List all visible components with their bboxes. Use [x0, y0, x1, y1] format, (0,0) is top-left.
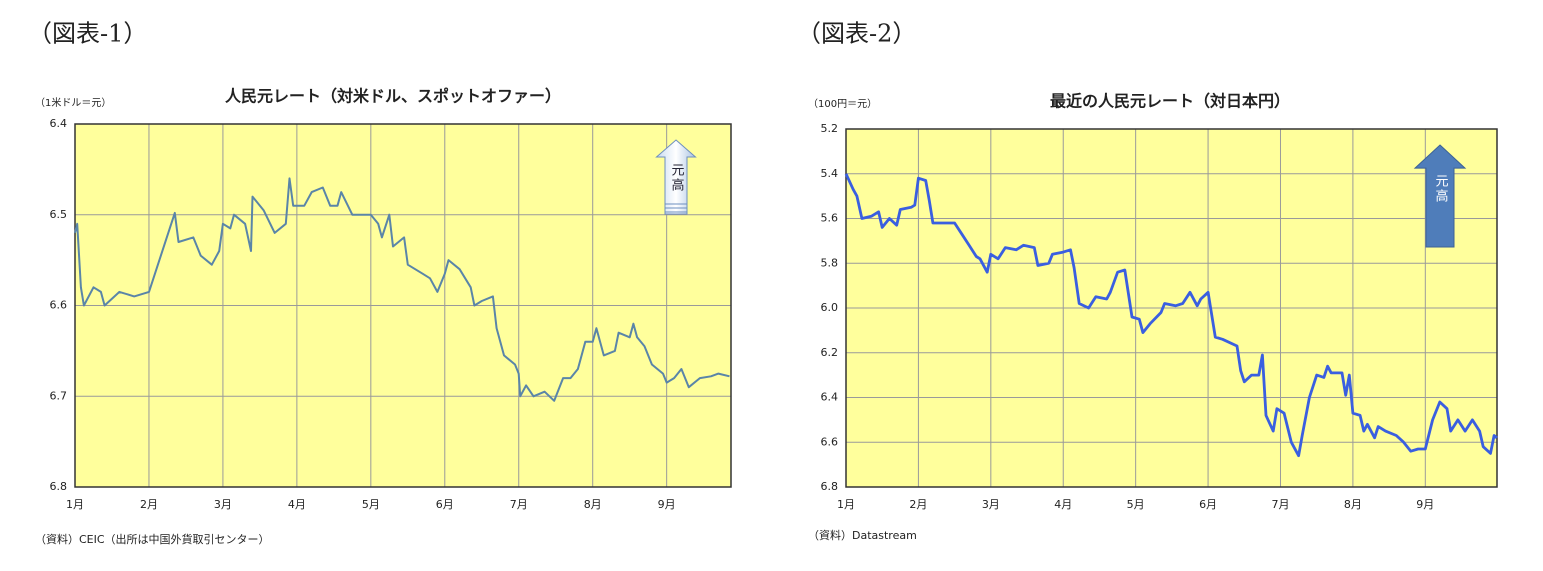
unit-label: （1米ドル＝元）	[35, 96, 111, 109]
x-tick-label: 2月	[909, 498, 927, 511]
x-tick-label: 4月	[1054, 498, 1072, 511]
x-tick-label: 3月	[214, 498, 232, 511]
arrow	[655, 139, 697, 215]
source: （資料）Datastream	[808, 528, 917, 542]
line-series	[844, 173, 1498, 458]
x-tick-label: 1月	[837, 498, 855, 511]
source: （資料）CEIC（出所は中国外貨取引センター）	[35, 532, 270, 546]
x-tick-label: 7月	[510, 498, 528, 511]
x-tick-label: 2月	[140, 498, 158, 511]
y-tick-label: 6.5	[50, 208, 68, 221]
y-tick-label: 5.8	[821, 256, 839, 269]
y-tick-label: 6.6	[50, 299, 68, 312]
plot-border	[74, 123, 732, 488]
y-tick-label: 5.2	[821, 122, 839, 135]
y-tick-label: 5.4	[821, 167, 839, 180]
y-tick-label: 5.6	[821, 212, 839, 225]
x-tick-label: 5月	[1127, 498, 1145, 511]
y-tick-label: 6.4	[821, 391, 839, 404]
chart-title: 最近の人民元レート（対日本円）	[1050, 92, 1290, 111]
x-tick-label: 8月	[584, 498, 602, 511]
line-series	[74, 177, 730, 402]
x-tick-label: 8月	[1344, 498, 1362, 511]
x-tick-label: 9月	[1416, 498, 1434, 511]
y-tick-label: 6.7	[50, 389, 68, 402]
y-tick-label: 6.6	[821, 435, 839, 448]
annotation: 元高	[1433, 174, 1449, 204]
unit-label: （100円＝元）	[808, 98, 877, 110]
chart-title: 人民元レート（対米ドル、スポットオファー）	[225, 87, 561, 106]
arrow	[1413, 144, 1467, 248]
annotation: 元高	[669, 163, 685, 193]
x-tick-label: 5月	[362, 498, 380, 511]
x-tick-label: 9月	[658, 498, 676, 511]
x-tick-label: 7月	[1271, 498, 1289, 511]
x-tick-label: 6月	[1199, 498, 1217, 511]
figure-label: （図表-1）	[28, 20, 147, 48]
x-tick-label: 6月	[436, 498, 454, 511]
y-tick-label: 6.0	[821, 301, 839, 314]
y-tick-label: 6.8	[50, 480, 68, 493]
y-tick-label: 6.8	[821, 480, 839, 493]
x-tick-label: 4月	[288, 498, 306, 511]
y-tick-label: 6.4	[50, 117, 68, 130]
x-tick-label: 1月	[66, 498, 84, 511]
x-tick-label: 3月	[982, 498, 1000, 511]
figure-label: （図表-2）	[797, 20, 916, 48]
y-tick-label: 6.2	[821, 346, 839, 359]
plot-border	[845, 128, 1498, 488]
